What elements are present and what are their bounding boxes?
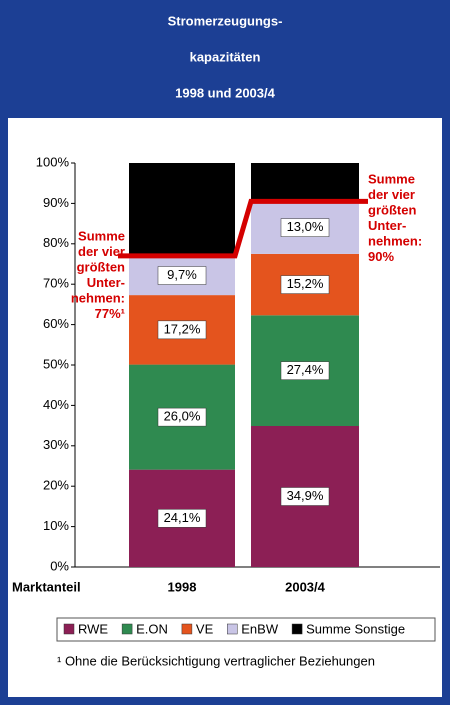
y-tick-label: 20%	[43, 478, 69, 493]
chart-title: kapazitäten	[190, 49, 261, 64]
value-label-box	[280, 275, 330, 294]
annotation: Unter-	[87, 275, 125, 290]
chart-title: 1998 und 2003/4	[175, 85, 275, 100]
sum-line	[118, 198, 368, 259]
annotation: 90%	[368, 249, 394, 264]
legend-label: EnBW	[241, 621, 279, 636]
value-label: 9,7%	[167, 267, 197, 282]
y-tick-label: 70%	[43, 276, 69, 291]
value-label-box	[280, 487, 330, 506]
value-label: 24,1%	[164, 510, 201, 525]
legend-label: E.ON	[136, 621, 168, 636]
value-label-box	[280, 361, 330, 380]
value-label-box	[280, 218, 330, 237]
value-label-box	[157, 407, 207, 427]
y-tick-label: 100%	[36, 154, 70, 169]
annotation: Summe	[78, 228, 125, 243]
y-tick-label: 80%	[43, 235, 69, 250]
legend-label: RWE	[78, 621, 108, 636]
legend-label: VE	[196, 621, 214, 636]
x-tick-label: 2003/4	[285, 579, 326, 594]
value-label: 34,9%	[287, 488, 324, 503]
y-tick-label: 50%	[43, 356, 69, 371]
y-tick-label: 0%	[50, 558, 69, 573]
value-label-box	[157, 320, 207, 340]
y-tick-label: 90%	[43, 195, 69, 210]
bar-segment	[129, 163, 235, 256]
x-tick-label: 1998	[168, 579, 197, 594]
annotation: größten	[77, 259, 125, 274]
x-axis-label: Marktanteil	[12, 579, 81, 594]
legend-label: Summe Sonstige	[306, 621, 405, 636]
annotation: der vier	[368, 187, 415, 202]
legend-swatch	[121, 623, 133, 635]
value-label: 26,0%	[164, 409, 201, 424]
legend-swatch	[227, 623, 238, 635]
y-tick-label: 10%	[43, 518, 69, 533]
annotation: der vier	[78, 244, 125, 259]
y-tick-label: 40%	[43, 397, 69, 412]
annotation: 77%¹	[95, 306, 125, 321]
annotation: Summe	[368, 171, 415, 186]
value-label-box	[157, 266, 207, 285]
legend-swatch	[181, 623, 193, 635]
value-label: 15,2%	[287, 276, 324, 291]
legend-swatch	[63, 623, 75, 635]
value-label-box	[157, 509, 207, 528]
chart-title: Stromerzeugungs-	[168, 13, 283, 28]
legend-box	[56, 617, 436, 642]
annotation: nehmen:	[368, 233, 422, 248]
y-tick-label: 60%	[43, 316, 69, 331]
annotation: Unter-	[368, 218, 406, 233]
y-tick-label: 30%	[43, 437, 69, 452]
annotation: größten	[368, 202, 416, 217]
value-label: 13,0%	[287, 219, 324, 234]
annotation: nehmen:	[71, 290, 125, 305]
legend-swatch	[291, 623, 303, 635]
value-label: 27,4%	[287, 362, 324, 377]
bar-segment	[251, 163, 359, 202]
footnote: ¹ Ohne die Berücksichtigung vertragliche…	[57, 653, 375, 668]
value-label: 17,2%	[164, 321, 201, 336]
